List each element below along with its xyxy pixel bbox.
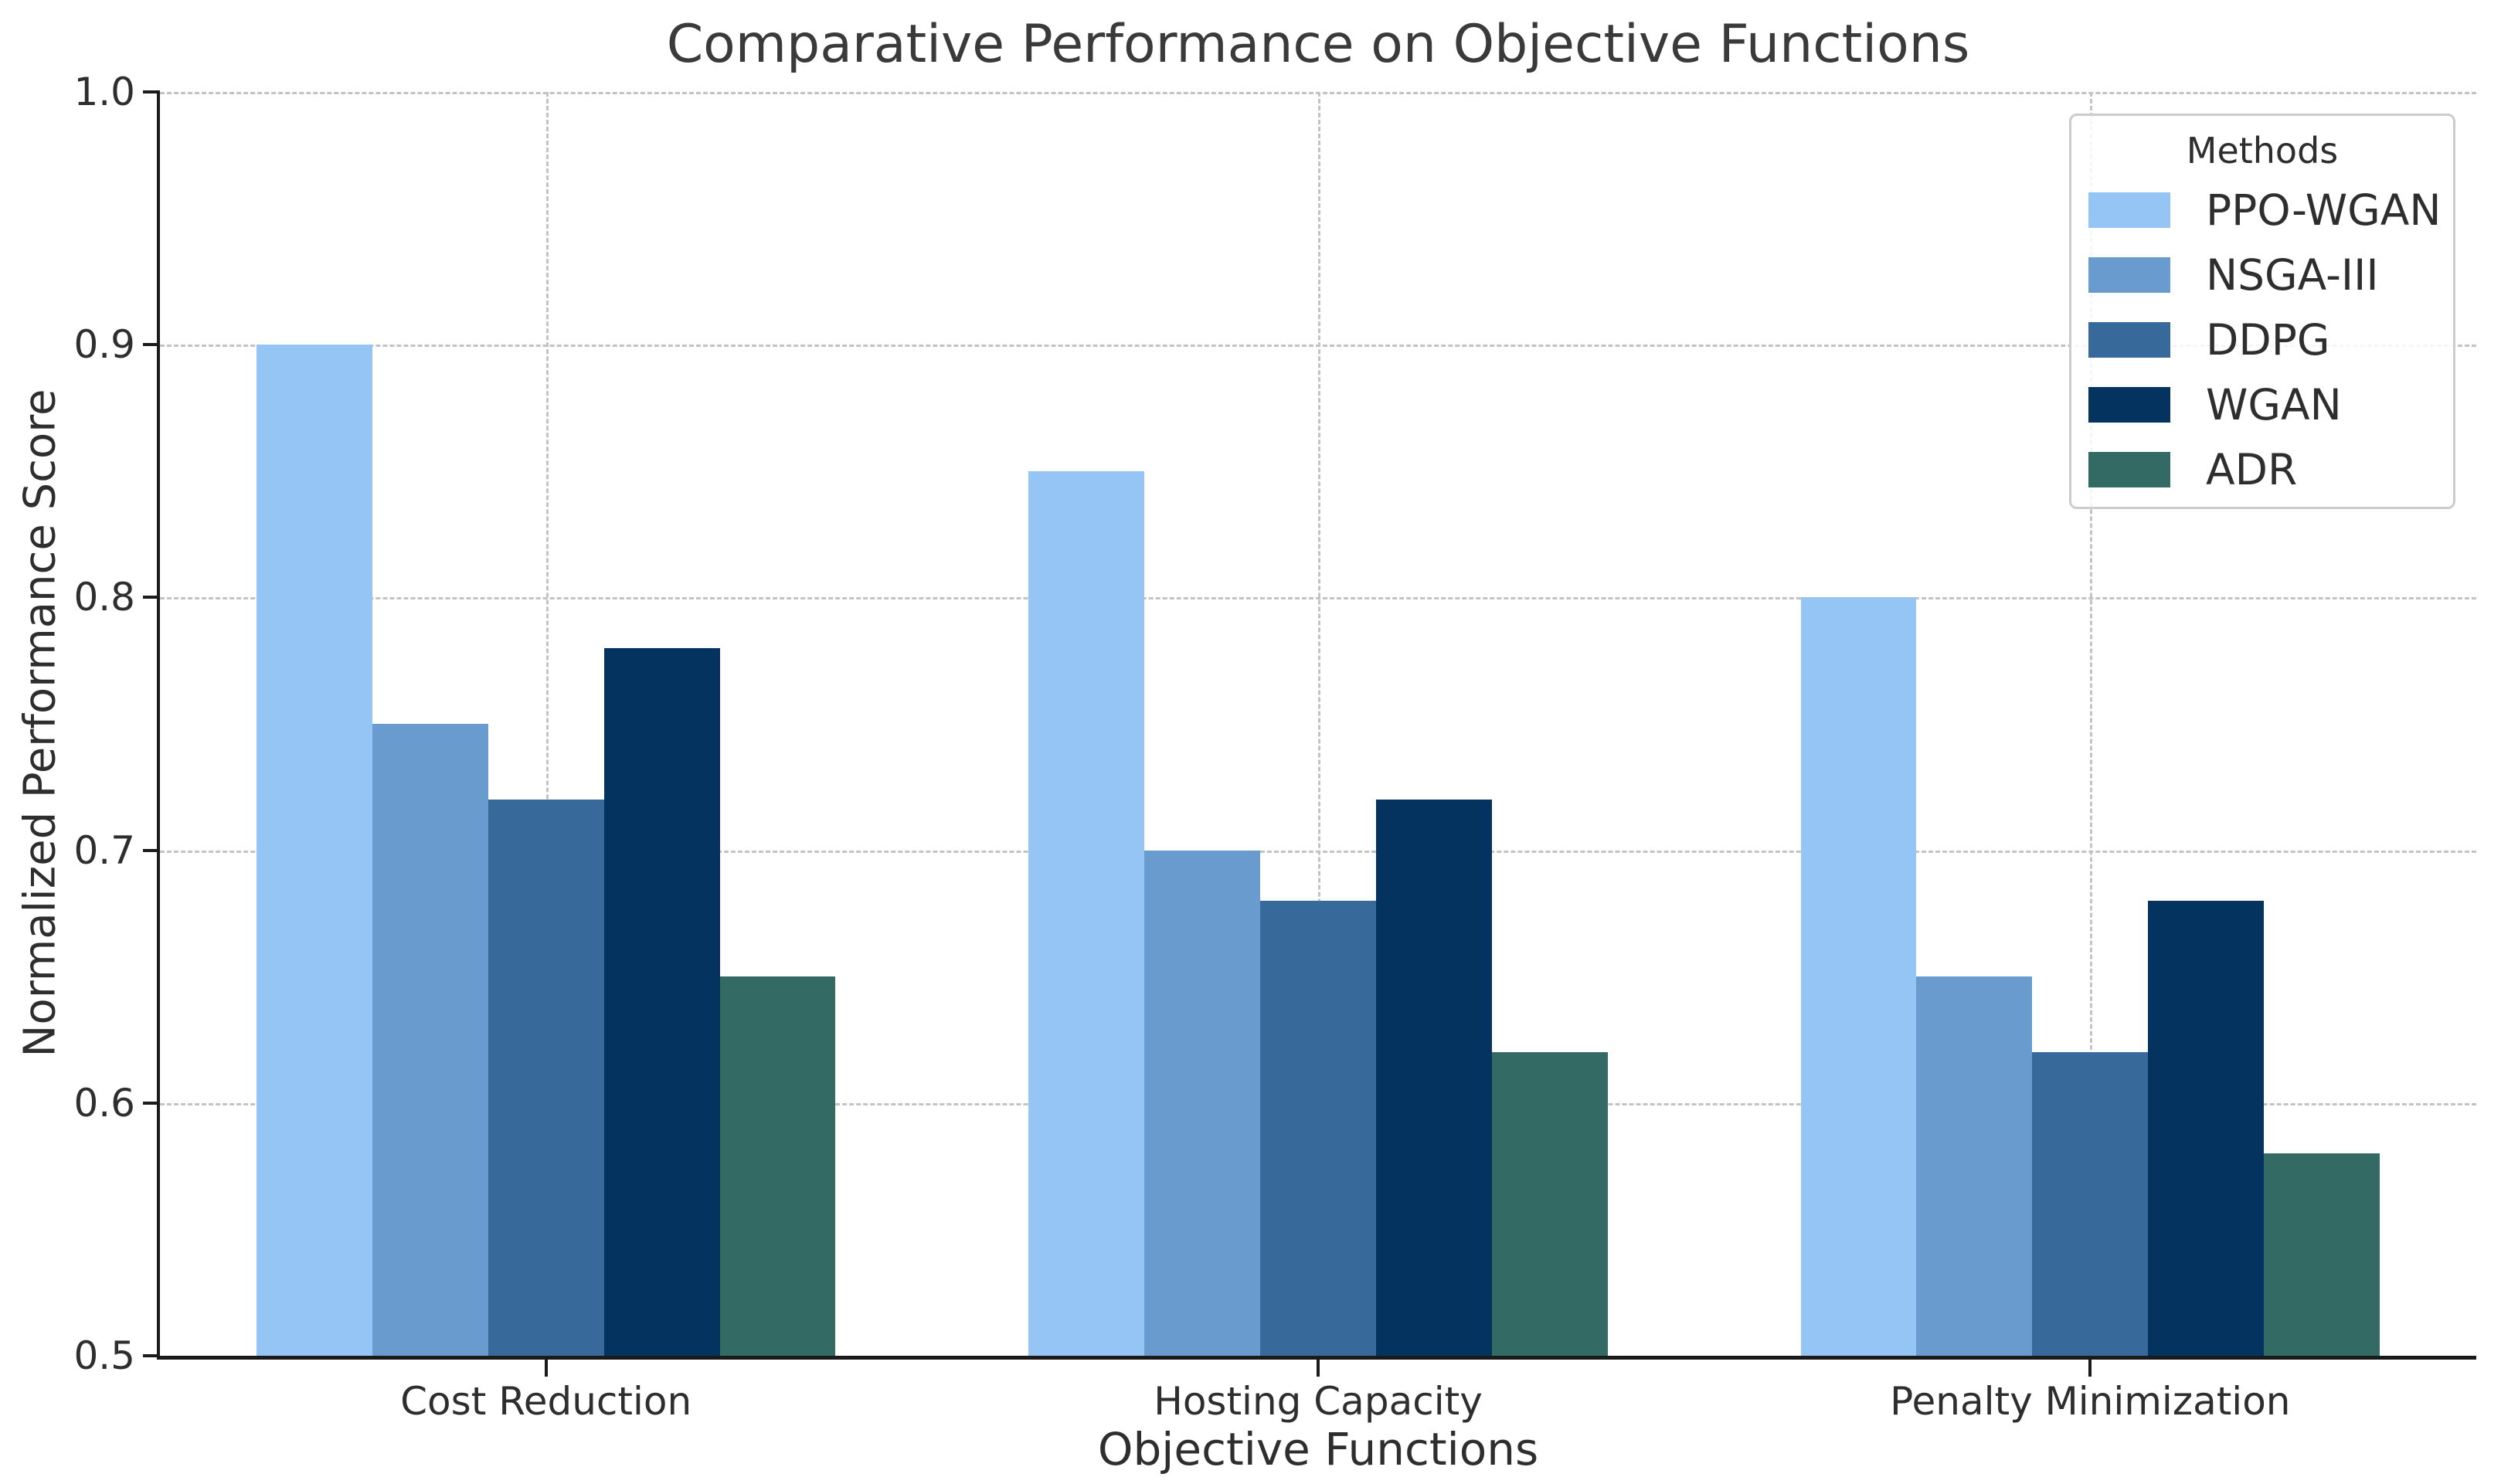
legend-item-ddpg: DDPG (2088, 315, 2330, 365)
bar-adr-0 (719, 976, 836, 1356)
y-tick-label: 1.0 (73, 70, 135, 114)
bar-wgan-0 (603, 647, 720, 1356)
x-tick-mark (544, 1360, 548, 1377)
x-gridline (1318, 92, 1320, 1356)
legend-swatch-ppo-wgan (2088, 192, 2170, 228)
y-axis-label: Normalized Performance Score (15, 389, 66, 1058)
bar-nsga-iii-2 (1916, 976, 2033, 1356)
x-axis-spine (157, 1356, 2476, 1360)
legend-item-ppo-wgan: PPO-WGAN (2088, 185, 2442, 235)
x-tick-mark (2088, 1360, 2092, 1377)
bar-ddpg-2 (2032, 1052, 2149, 1356)
legend-swatch-ddpg (2088, 322, 2170, 358)
bar-adr-2 (2264, 1153, 2380, 1356)
bar-ddpg-1 (1260, 901, 1376, 1356)
legend-label: NSGA-III (2206, 250, 2379, 300)
y-tick-mark (143, 343, 160, 347)
y-tick-mark (143, 596, 160, 599)
x-gridline (545, 92, 549, 1356)
bar-wgan-1 (1375, 800, 1492, 1356)
y-tick-mark (143, 1101, 160, 1105)
plot-area (157, 92, 2476, 1360)
legend-label: DDPG (2206, 315, 2330, 365)
y-tick-label: 0.9 (73, 322, 135, 368)
legend-label: ADR (2206, 445, 2298, 494)
legend-item-wgan: WGAN (2088, 380, 2342, 430)
legend-item-adr: ADR (2088, 445, 2297, 494)
y-tick-label: 0.7 (73, 827, 135, 873)
bar-ppo-wgan-0 (256, 345, 372, 1356)
x-tick-label: Cost Reduction (400, 1379, 692, 1424)
x-axis-label: Objective Functions (1097, 1423, 1539, 1476)
bar-ppo-wgan-2 (1800, 597, 1917, 1356)
legend-swatch-adr (2088, 452, 2170, 487)
bar-wgan-2 (2148, 901, 2265, 1356)
bar-adr-1 (1491, 1052, 1608, 1356)
bar-ddpg-0 (488, 800, 604, 1356)
legend-swatch-wgan (2088, 387, 2170, 423)
legend-swatch-nsga-iii (2088, 257, 2170, 293)
x-gridline (2090, 92, 2093, 1356)
bar-nsga-iii-0 (372, 724, 488, 1356)
y-tick-label: 0.5 (73, 1333, 135, 1378)
legend-label: PPO-WGAN (2206, 185, 2442, 235)
legend-box: Methods PPO-WGAN NSGA-III DDPG WGAN ADR (2069, 114, 2455, 509)
bar-nsga-iii-1 (1144, 850, 1261, 1356)
legend-label: WGAN (2206, 380, 2342, 430)
y-tick-mark (143, 90, 160, 93)
x-tick-label: Hosting Capacity (1154, 1379, 1483, 1424)
y-tick-label: 0.8 (73, 575, 135, 620)
legend-title: Methods (2186, 130, 2339, 171)
x-tick-label: Penalty Minimization (1890, 1379, 2291, 1424)
x-tick-mark (1317, 1360, 1320, 1377)
y-tick-mark (143, 1354, 160, 1357)
legend-item-nsga-iii: NSGA-III (2088, 250, 2379, 300)
y-tick-label: 0.6 (73, 1080, 135, 1126)
y-tick-mark (143, 848, 160, 852)
y-axis-spine (157, 92, 160, 1356)
chart-title: Comparative Performance on Objective Fun… (666, 14, 1970, 75)
bar-ppo-wgan-1 (1028, 470, 1145, 1356)
